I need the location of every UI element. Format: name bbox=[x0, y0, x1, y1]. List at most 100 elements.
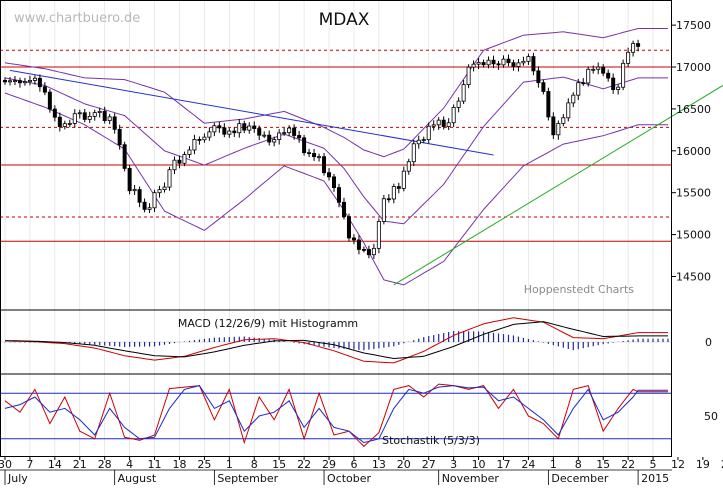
candle-body bbox=[456, 100, 461, 108]
candle-body bbox=[307, 152, 312, 155]
macd-panel-title: MACD (12/26/9) mit Histogramm bbox=[178, 317, 358, 330]
candle bbox=[401, 166, 406, 192]
x-day-label: 18 bbox=[172, 458, 186, 471]
candle-body bbox=[586, 68, 591, 84]
candle bbox=[292, 124, 297, 140]
candle-body bbox=[451, 107, 456, 124]
candle bbox=[506, 54, 511, 67]
candle bbox=[287, 125, 292, 137]
candle bbox=[611, 73, 616, 94]
candle bbox=[12, 75, 17, 86]
candle-body bbox=[396, 186, 401, 189]
candle bbox=[501, 55, 506, 68]
candle-body bbox=[52, 108, 57, 118]
candle-body bbox=[611, 77, 616, 90]
candle bbox=[571, 92, 576, 108]
candle-body bbox=[237, 123, 242, 134]
candle-body bbox=[526, 56, 531, 62]
candle bbox=[581, 78, 586, 86]
candle-body bbox=[556, 123, 561, 136]
candle bbox=[376, 218, 381, 254]
x-day-label: 15 bbox=[596, 458, 610, 471]
candle bbox=[7, 76, 12, 86]
x-day-label: 5 bbox=[650, 458, 657, 471]
candle bbox=[17, 77, 22, 88]
candle bbox=[197, 136, 202, 145]
candle-body bbox=[297, 135, 302, 139]
x-day-label: 8 bbox=[575, 458, 582, 471]
candle bbox=[551, 112, 556, 140]
x-day-label: 1 bbox=[550, 458, 557, 471]
candle-body bbox=[207, 131, 212, 138]
candle bbox=[466, 64, 471, 89]
candle-body bbox=[317, 156, 322, 159]
candle bbox=[536, 66, 541, 88]
candle-body bbox=[172, 159, 177, 171]
bollinger-middle-line bbox=[4, 76, 668, 225]
candle-body bbox=[616, 86, 621, 90]
candle bbox=[252, 121, 257, 133]
candle-body bbox=[27, 80, 32, 83]
candle-body bbox=[112, 116, 117, 130]
candle bbox=[451, 104, 456, 128]
candle bbox=[247, 122, 252, 134]
candle bbox=[282, 128, 287, 136]
candle bbox=[22, 77, 27, 86]
candle bbox=[217, 121, 222, 133]
candle bbox=[222, 123, 227, 138]
candle-body bbox=[147, 207, 152, 210]
candle bbox=[521, 56, 526, 66]
candle bbox=[411, 140, 416, 166]
candle bbox=[616, 84, 621, 95]
candle-body bbox=[217, 125, 222, 129]
candle-body bbox=[486, 59, 491, 66]
x-day-label: 10 bbox=[472, 458, 486, 471]
candle-body bbox=[227, 130, 232, 135]
x-day-label: 14 bbox=[48, 458, 62, 471]
candle-body bbox=[531, 56, 536, 72]
candle-body bbox=[436, 119, 441, 126]
candle bbox=[586, 66, 591, 87]
candle-body bbox=[536, 70, 541, 84]
candle bbox=[167, 166, 172, 191]
candle bbox=[531, 52, 536, 76]
candle bbox=[202, 133, 207, 143]
candle bbox=[441, 116, 446, 130]
credit-text: Hoppenstedt Charts bbox=[524, 283, 635, 296]
candle bbox=[601, 64, 606, 77]
candle bbox=[396, 182, 401, 194]
x-day-label: 12 bbox=[671, 458, 685, 471]
bollinger-upper-line bbox=[4, 28, 668, 158]
candle bbox=[77, 109, 82, 119]
candle-body bbox=[267, 134, 272, 143]
macd-signal-line bbox=[4, 321, 668, 360]
candle bbox=[327, 168, 332, 181]
candle-body bbox=[476, 62, 481, 65]
candle bbox=[32, 75, 37, 85]
candle-body bbox=[162, 186, 167, 191]
candle-body bbox=[97, 110, 102, 114]
candle bbox=[72, 109, 77, 128]
candle-body bbox=[322, 156, 327, 174]
candle bbox=[82, 109, 87, 123]
candle bbox=[37, 74, 42, 92]
candle-body bbox=[3, 79, 7, 83]
candle-body bbox=[626, 51, 631, 64]
y-axis-labels: 14500 15000 15500 16000 16500 17000 17500 0 50 bbox=[672, 19, 718, 423]
candle bbox=[631, 40, 636, 57]
candle bbox=[207, 127, 212, 141]
candle-body bbox=[421, 139, 426, 141]
y-tick-label: 14500 bbox=[676, 270, 711, 283]
macd-panel bbox=[0, 317, 672, 364]
x-day-label: 17 bbox=[496, 458, 510, 471]
stochastic-panel bbox=[0, 383, 672, 448]
candle-body bbox=[22, 81, 27, 84]
candle-body bbox=[376, 221, 381, 249]
candle bbox=[102, 106, 107, 124]
candle bbox=[456, 97, 461, 113]
candle bbox=[386, 194, 391, 203]
candle-body bbox=[491, 59, 496, 65]
candle bbox=[307, 148, 312, 158]
candle bbox=[3, 77, 7, 85]
candle-body bbox=[252, 125, 257, 129]
